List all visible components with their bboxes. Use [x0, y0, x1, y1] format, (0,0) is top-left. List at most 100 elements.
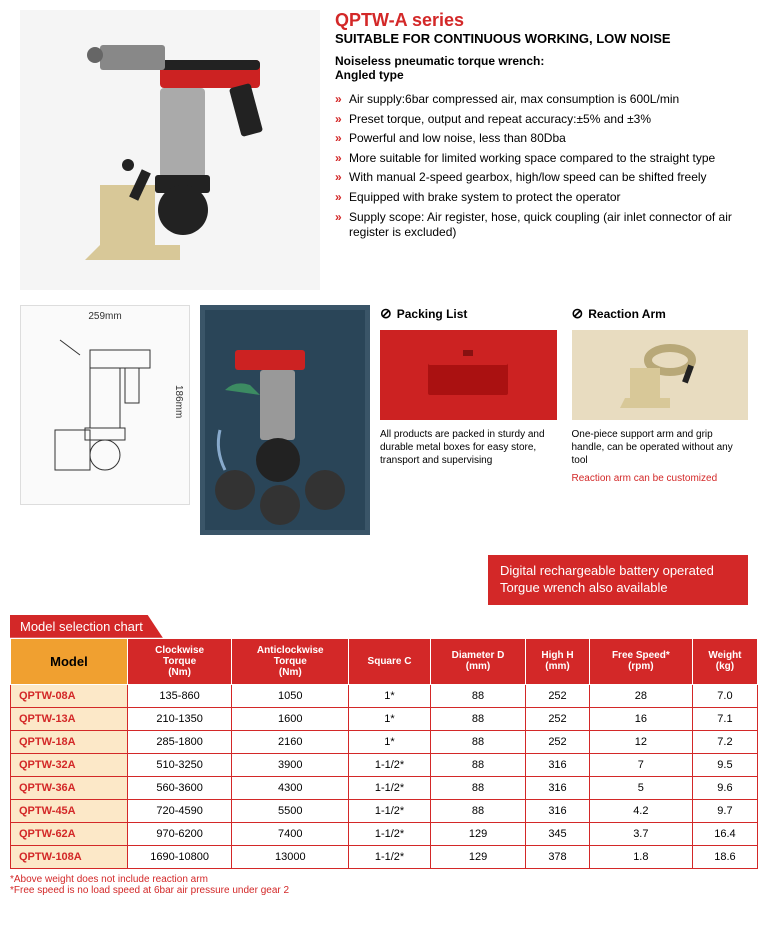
table-cell: 1-1/2* [349, 845, 431, 868]
table-cell: 12 [589, 730, 692, 753]
table-cell: 16 [589, 707, 692, 730]
footnotes: *Above weight does not include reaction … [0, 869, 768, 906]
table-cell: 88 [430, 684, 525, 707]
table-cell: 252 [526, 684, 590, 707]
table-body: QPTW-08A135-86010501*88252287.0QPTW-13A2… [11, 684, 758, 868]
feature-item: Air supply:6bar compressed air, max cons… [335, 92, 748, 108]
table-cell: 9.5 [692, 753, 757, 776]
table-cell: 7.0 [692, 684, 757, 707]
table-cell: 88 [430, 776, 525, 799]
table-cell: 4.2 [589, 799, 692, 822]
table-cell: 7.2 [692, 730, 757, 753]
table-cell: 18.6 [692, 845, 757, 868]
table-cell: 88 [430, 753, 525, 776]
table-cell: 316 [526, 753, 590, 776]
reaction-text: One-piece support arm and grip handle, c… [572, 428, 749, 467]
table-cell: 1600 [232, 707, 349, 730]
table-cell: 1-1/2* [349, 753, 431, 776]
usage-photo [200, 305, 370, 535]
table-cell: 9.7 [692, 799, 757, 822]
spec-table: ModelClockwiseTorque(Nm)AnticlockwiseTor… [10, 638, 758, 869]
feature-item: Preset torque, output and repeat accurac… [335, 112, 748, 128]
description: Noiseless pneumatic torque wrench: Angle… [335, 54, 748, 82]
feature-list: Air supply:6bar compressed air, max cons… [335, 92, 748, 241]
table-cell: 345 [526, 822, 590, 845]
packing-title: Packing List [380, 305, 557, 322]
table-cell: 16.4 [692, 822, 757, 845]
subtitle: SUITABLE FOR CONTINUOUS WORKING, LOW NOI… [335, 31, 748, 46]
feature-item: More suitable for limited working space … [335, 151, 748, 167]
dimension-diagram: 259mm 186mm [20, 305, 190, 505]
reaction-title: Reaction Arm [572, 305, 749, 322]
table-cell: QPTW-108A [11, 845, 128, 868]
feature-item: With manual 2-speed gearbox, high/low sp… [335, 170, 748, 186]
column-header: Weight(kg) [692, 638, 757, 684]
table-cell: QPTW-62A [11, 822, 128, 845]
column-header: Square C [349, 638, 431, 684]
table-row: QPTW-45A720-459055001-1/2*883164.29.7 [11, 799, 758, 822]
chart-title: Model selection chart [10, 615, 163, 638]
table-cell: 135-860 [127, 684, 232, 707]
reaction-image [572, 330, 749, 420]
availability-banner: Digital rechargeable battery operated To… [488, 555, 748, 605]
table-cell: 1* [349, 730, 431, 753]
table-cell: 88 [430, 730, 525, 753]
column-header: Model [11, 638, 128, 684]
table-cell: 7 [589, 753, 692, 776]
feature-item: Equipped with brake system to protect th… [335, 190, 748, 206]
table-cell: 13000 [232, 845, 349, 868]
table-cell: 378 [526, 845, 590, 868]
feature-item: Supply scope: Air register, hose, quick … [335, 210, 748, 241]
table-cell: 1-1/2* [349, 776, 431, 799]
table-cell: 5500 [232, 799, 349, 822]
table-cell: QPTW-45A [11, 799, 128, 822]
table-cell: 316 [526, 799, 590, 822]
table-cell: 210-1350 [127, 707, 232, 730]
column-header: Free Speed*(rpm) [589, 638, 692, 684]
packing-text: All products are packed in sturdy and du… [380, 428, 557, 467]
table-cell: 1.8 [589, 845, 692, 868]
reaction-note: Reaction arm can be customized [572, 473, 749, 484]
table-cell: 970-6200 [127, 822, 232, 845]
table-cell: 1690-10800 [127, 845, 232, 868]
table-cell: 4300 [232, 776, 349, 799]
series-title: QPTW-A series [335, 10, 748, 31]
table-cell: 285-1800 [127, 730, 232, 753]
column-header: Diameter D(mm) [430, 638, 525, 684]
table-cell: 1-1/2* [349, 822, 431, 845]
table-cell: 560-3600 [127, 776, 232, 799]
product-image [20, 10, 320, 290]
table-cell: 7400 [232, 822, 349, 845]
column-header: AnticlockwiseTorque(Nm) [232, 638, 349, 684]
column-header: ClockwiseTorque(Nm) [127, 638, 232, 684]
packing-list-card: Packing List All products are packed in … [380, 305, 557, 535]
table-cell: 1* [349, 684, 431, 707]
table-cell: 720-4590 [127, 799, 232, 822]
column-header: High H(mm) [526, 638, 590, 684]
table-row: QPTW-18A285-180021601*88252127.2 [11, 730, 758, 753]
table-row: QPTW-36A560-360043001-1/2*8831659.6 [11, 776, 758, 799]
table-cell: 316 [526, 776, 590, 799]
table-cell: QPTW-36A [11, 776, 128, 799]
packing-image [380, 330, 557, 420]
table-cell: 5 [589, 776, 692, 799]
table-cell: 129 [430, 822, 525, 845]
table-cell: 252 [526, 707, 590, 730]
table-row: QPTW-62A970-620074001-1/2*1293453.716.4 [11, 822, 758, 845]
feature-item: Powerful and low noise, less than 80Dba [335, 131, 748, 147]
table-cell: 7.1 [692, 707, 757, 730]
table-cell: 1-1/2* [349, 799, 431, 822]
table-cell: 1* [349, 707, 431, 730]
table-cell: QPTW-08A [11, 684, 128, 707]
table-cell: QPTW-32A [11, 753, 128, 776]
table-cell: 129 [430, 845, 525, 868]
table-row: QPTW-32A510-325039001-1/2*8831679.5 [11, 753, 758, 776]
table-cell: 28 [589, 684, 692, 707]
table-cell: 510-3250 [127, 753, 232, 776]
reaction-arm-card: Reaction Arm One-piece support arm and g… [572, 305, 749, 535]
table-cell: 2160 [232, 730, 349, 753]
table-cell: 88 [430, 799, 525, 822]
table-row: QPTW-08A135-86010501*88252287.0 [11, 684, 758, 707]
table-cell: 3.7 [589, 822, 692, 845]
table-cell: 88 [430, 707, 525, 730]
